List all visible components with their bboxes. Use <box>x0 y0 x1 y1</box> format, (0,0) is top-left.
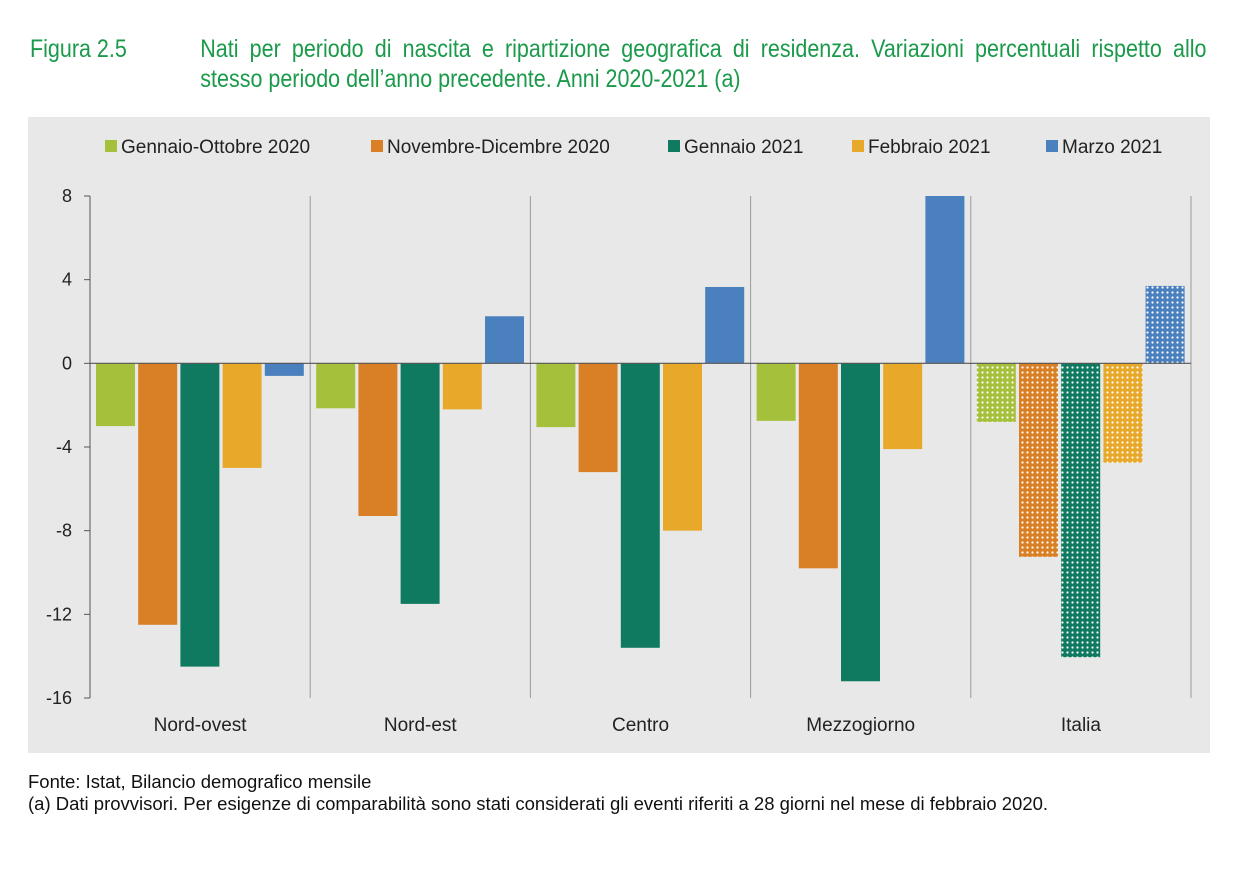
x-category-label: Mezzogiorno <box>806 715 915 736</box>
bar-italia-4 <box>1145 285 1185 364</box>
x-axis-labels: Nord-ovest Nord-est Centro Mezzogiorno Itali… <box>154 715 1102 736</box>
bar-nord-ovest-3 <box>222 363 262 468</box>
legend-label: Gennaio-Ottobre 2020 <box>121 137 310 158</box>
bar-mezzogiorno-4 <box>925 196 965 364</box>
legend-item: Novembre-Dicembre 2020 <box>371 137 610 158</box>
bar-nord-est-4 <box>485 316 524 364</box>
legend-item: Gennaio-Ottobre 2020 <box>105 137 310 158</box>
bar-centro-1 <box>578 363 618 473</box>
legend-label: Marzo 2021 <box>1062 137 1162 158</box>
y-tick-label: 0 <box>62 353 72 373</box>
y-tick-label: 8 <box>62 186 72 206</box>
bar-centro-3 <box>663 363 702 531</box>
legend-label: Gennaio 2021 <box>684 137 803 158</box>
bar-italia-0 <box>976 363 1016 422</box>
bar-nord-ovest-2 <box>180 363 220 667</box>
bar-italia-1 <box>1019 363 1058 557</box>
y-tick-label: -16 <box>46 688 72 708</box>
footnote-a: (a) Dati provvisori. Per esigenze di com… <box>28 793 1049 814</box>
legend-item: Febbraio 2021 <box>852 137 991 158</box>
y-tick-label: -8 <box>56 521 72 541</box>
source-note: Fonte: Istat, Bilancio demografico mensi… <box>28 771 372 792</box>
legend-item: Gennaio 2021 <box>668 137 803 158</box>
bar-nord-est-2 <box>400 363 440 604</box>
y-tick-label: 4 <box>62 270 72 290</box>
bar-italia-3 <box>1103 363 1143 463</box>
category-separators <box>309 196 1192 698</box>
y-tick-label: -12 <box>46 604 72 624</box>
x-category-label: Nord-est <box>384 715 458 736</box>
figure-title-text: Nati per periodo di nascita e ripartizio… <box>200 35 1207 93</box>
x-category-label: Italia <box>1061 715 1102 736</box>
bar-nord-est-3 <box>442 363 482 410</box>
figure-label: Figura 2.5 <box>30 35 127 63</box>
legend-swatch <box>1046 140 1058 152</box>
bar-nord-est-1 <box>358 363 398 517</box>
x-category-label: Centro <box>612 715 669 736</box>
bar-italia-2 <box>1061 363 1101 658</box>
legend-label: Febbraio 2021 <box>868 137 991 158</box>
bar-centro-0 <box>536 363 576 428</box>
bar-mezzogiorno-3 <box>883 363 923 450</box>
figure-title: Nati per periodo di nascita e ripartizio… <box>200 34 1206 94</box>
bar-nord-ovest-0 <box>96 363 135 427</box>
bar-nord-est-0 <box>316 363 356 409</box>
bar-centro-2 <box>620 363 660 648</box>
legend: Gennaio-Ottobre 2020 Novembre-Dicembre 20… <box>105 137 1162 158</box>
bar-nord-ovest-4 <box>264 363 304 376</box>
bar-nord-ovest-1 <box>138 363 178 625</box>
legend-swatch <box>668 140 680 152</box>
legend-swatch <box>852 140 864 152</box>
footer: Fonte: Istat, Bilancio demografico mensi… <box>28 771 1218 815</box>
legend-swatch <box>371 140 383 152</box>
y-axis-ticks: 8 4 0 -4 -8 -12 -16 <box>46 186 90 708</box>
legend-label: Novembre-Dicembre 2020 <box>387 137 610 158</box>
figure-title-note: (a) <box>714 65 741 93</box>
y-tick-label: -4 <box>56 437 72 457</box>
bar-mezzogiorno-1 <box>798 363 838 569</box>
bar-mezzogiorno-0 <box>756 363 796 421</box>
x-category-label: Nord-ovest <box>154 715 248 736</box>
legend-swatch <box>105 140 117 152</box>
bar-mezzogiorno-2 <box>841 363 880 682</box>
bars <box>96 196 1185 682</box>
bar-centro-4 <box>705 286 745 364</box>
legend-item: Marzo 2021 <box>1046 137 1162 158</box>
